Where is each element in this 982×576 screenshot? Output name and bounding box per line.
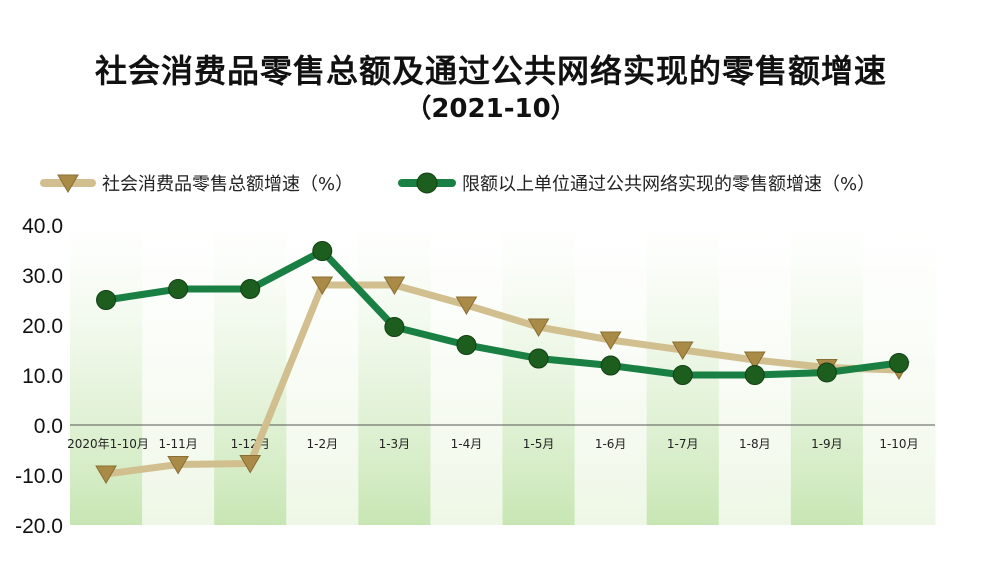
x-tick-label: 1-8月 xyxy=(739,437,771,451)
series-2-point xyxy=(600,355,621,376)
series-1-point xyxy=(671,341,694,360)
y-tick-label: -20.0 xyxy=(15,515,63,538)
series-1-point xyxy=(527,318,550,337)
series-1-point xyxy=(383,276,406,295)
y-axis-ticks: 40.0 30.0 20.0 10.0 0.0 -10.0 -20.0 xyxy=(15,215,63,538)
series-1-point xyxy=(311,276,334,295)
category-band xyxy=(142,225,215,525)
series-line-1 xyxy=(102,281,903,478)
y-tick-label: 10.0 xyxy=(22,365,63,388)
y-tick-label: 20.0 xyxy=(22,315,63,338)
chart-title: 社会消费品零售总额及通过公共网络实现的零售额增速 xyxy=(94,52,887,90)
x-tick-label: 1-12月 xyxy=(231,437,270,451)
series-1-point xyxy=(167,456,189,475)
series-2-point xyxy=(384,317,405,337)
series-2-point xyxy=(96,290,117,310)
series-2-point xyxy=(312,241,333,261)
category-band xyxy=(214,225,287,525)
category-band xyxy=(286,225,359,525)
series-2-point xyxy=(888,353,909,373)
category-bands xyxy=(70,225,936,525)
x-tick-label: 1-9月 xyxy=(811,437,843,451)
y-tick-label: 40.0 xyxy=(22,215,63,238)
series-2-point xyxy=(168,279,189,299)
legend-label-1: 社会消费品零售总额增速（%） xyxy=(102,174,353,195)
x-tick-label: 1-4月 xyxy=(451,437,483,451)
legend: 社会消费品零售总额增速（%） 限额以上单位通过公共网络实现的零售额增速（%） xyxy=(40,172,875,195)
legend-label-2: 限额以上单位通过公共网络实现的零售额增速（%） xyxy=(462,174,875,195)
x-tick-label: 1-6月 xyxy=(595,437,627,451)
category-band xyxy=(502,225,576,525)
y-tick-label: -10.0 xyxy=(15,465,63,488)
series-2-point xyxy=(240,279,261,299)
y-tick-label: 0.0 xyxy=(34,415,63,438)
series-line-2 xyxy=(102,247,903,379)
category-band xyxy=(430,225,503,525)
series-2-point xyxy=(744,365,765,385)
x-tick-label: 1-7月 xyxy=(667,437,699,451)
series-2-point xyxy=(456,335,477,355)
series-2-point xyxy=(672,365,693,385)
series-1-point xyxy=(743,351,766,370)
x-tick-label: 1-11月 xyxy=(159,437,198,451)
legend-marker-1 xyxy=(57,174,79,193)
series-1-point xyxy=(95,465,117,484)
series-1-point xyxy=(455,296,478,315)
series-2-point xyxy=(816,362,837,383)
x-tick-label: 1-10月 xyxy=(879,437,918,451)
series-1-point xyxy=(599,331,622,350)
x-tick-label: 1-2月 xyxy=(306,437,338,451)
x-tick-label: 2020年1-10月 xyxy=(67,437,149,451)
y-tick-label: 30.0 xyxy=(22,265,63,288)
legend-marker-2 xyxy=(416,172,438,194)
x-axis-ticks: 2020年1-10月 1-11月 1-12月 1-2月 1-3月 1-4月 1-5月 1-6月… xyxy=(67,437,918,451)
x-tick-label: 1-3月 xyxy=(379,437,411,451)
category-band xyxy=(358,225,431,525)
series-markers xyxy=(95,241,910,484)
chart-subtitle: （2021-10） xyxy=(405,94,577,124)
x-tick-label: 1-5月 xyxy=(523,437,555,451)
series-lines xyxy=(102,247,903,478)
series-1-point xyxy=(239,455,262,474)
series-2-point xyxy=(528,348,549,369)
